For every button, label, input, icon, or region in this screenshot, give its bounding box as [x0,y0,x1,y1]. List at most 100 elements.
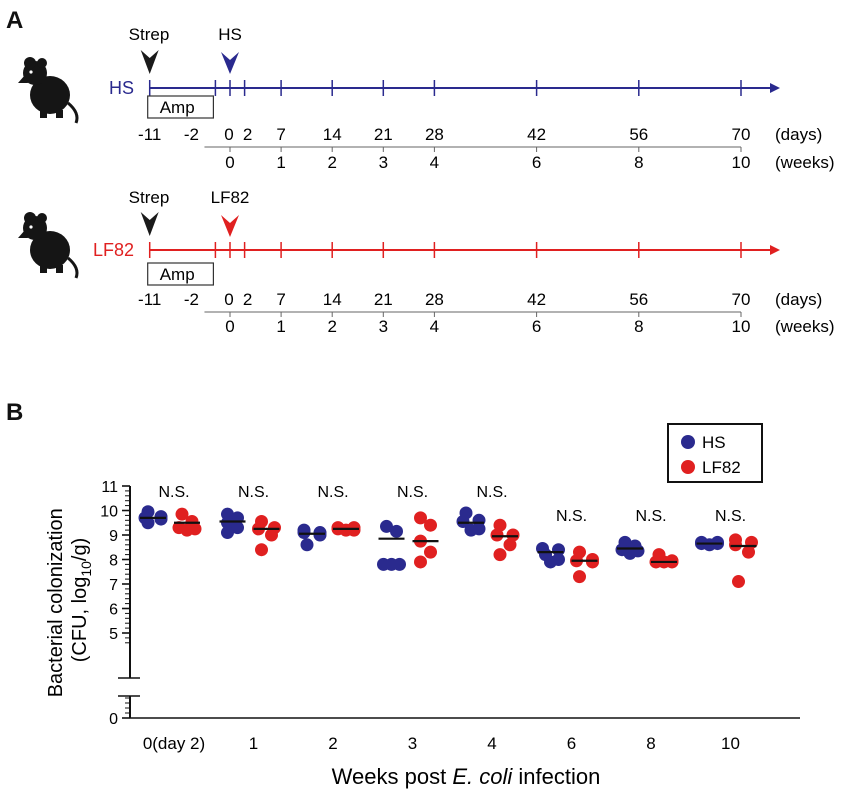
timeline-row-label: HS [109,78,134,98]
data-point-hs [390,524,403,538]
day-label: 14 [323,290,342,309]
infection-label: LF82 [211,188,250,207]
y-tick-label: 0 [109,711,118,728]
panel-label-a: A [6,7,23,34]
infection-arrow-icon [221,52,239,74]
week-label: 2 [327,153,336,172]
weeks-unit: (weeks) [775,153,835,172]
data-point-lf82 [175,507,189,521]
significance-label: N.S. [397,484,428,501]
data-point-lf82 [729,538,742,552]
day-label: 28 [425,290,444,309]
x-axis-label-italic: E. coli [452,764,513,789]
data-point-hs [141,516,155,530]
data-point-lf82 [339,523,353,537]
significance-label: N.S. [715,508,746,525]
strep-label: Strep [129,25,170,44]
y-tick-label: 5 [109,626,118,643]
week-label: 0 [225,153,234,172]
days-unit: (days) [775,125,822,144]
day-label: 42 [527,125,546,144]
days-unit: (days) [775,290,822,309]
timeline-ticks [148,80,742,96]
day-label: 21 [374,290,393,309]
x-tick-label: 8 [646,734,655,753]
day-label: 2 [243,125,252,144]
week-label: 8 [634,317,643,336]
amp-label: Amp [160,98,195,117]
week-label: 6 [532,153,541,172]
data-point-hs [544,555,557,569]
data-point-hs [300,538,314,552]
week-label: 3 [379,317,388,336]
strep-arrow-icon [140,212,159,236]
data-point-hs [313,528,327,542]
significance-label: N.S. [238,484,269,501]
colonization-chart: 0 5 6 7 8 9 10 11 Bacterial colonization (CFU, … [45,423,800,789]
x-tick-label: 3 [408,734,417,753]
week-label: 6 [532,317,541,336]
strep-arrow-icon [140,50,159,74]
infection-label: HS [218,25,242,44]
y-tick-label: 7 [109,577,118,594]
x-tick-label: 2 [328,734,337,753]
y-axis-label-line2: (CFU, log [69,577,91,663]
week-label: 0 [225,317,234,336]
day-labels: -11 -2 0 2 7 14 21 28 42 56 70 [138,290,750,309]
x-tick-label: 6 [567,734,576,753]
data-point-hs [380,519,393,533]
week-label: 2 [327,317,336,336]
data-point-lf82 [255,543,268,557]
infection-arrow-icon [221,215,239,237]
data-point-hs [456,515,470,529]
timeline-lf82: LF82 Strep LF82 Amp -11 -2 0 2 7 14 21 28 42 56 70… [16,188,835,336]
week-label: 4 [430,153,439,172]
mouse-icon [16,55,79,125]
significance-label: N.S. [317,484,348,501]
significance-label: N.S. [635,508,666,525]
data-point-lf82 [414,511,427,525]
data-point-lf82 [493,518,507,532]
median-lines [140,516,757,564]
day-label: 2 [243,290,252,309]
y-tick-label: 8 [109,553,118,570]
x-tick-label: 4 [487,734,496,753]
day-label: 0 [224,125,233,144]
y-axis-label-tail: /g) [69,538,91,561]
data-point-hs [297,526,311,540]
legend-marker-lf82 [681,460,695,474]
data-point-lf82 [490,528,504,542]
week-label: 1 [276,317,285,336]
day-label: -2 [184,290,199,309]
y-tick-label: 10 [100,504,118,521]
data-point-hs [231,521,244,535]
day-label: 70 [732,125,751,144]
week-label: 10 [732,317,751,336]
data-point-hs [623,546,637,560]
day-label: 28 [425,125,444,144]
legend: HS LF82 [667,423,763,483]
week-ticks [229,147,742,152]
x-tick-label: 0(day 2) [143,734,205,753]
data-point-lf82 [180,523,194,537]
legend-label-lf82: LF82 [702,458,741,477]
day-label: 70 [732,290,751,309]
legend-marker-hs [681,435,695,449]
amp-box [147,95,214,119]
data-point-hs [154,512,168,526]
y-tick-labels: 0 5 6 7 8 9 10 11 [100,479,118,728]
data-point-hs [703,538,716,552]
day-label: 21 [374,125,393,144]
y-tick-label: 11 [101,479,118,496]
data-point-lf82 [265,528,278,542]
day-label: -11 [138,290,161,309]
significance-labels: N.S. N.S. N.S. N.S. N.S. N.S. N.S. N.S. [158,484,746,525]
data-point-lf82 [573,570,586,584]
data-point-hs [464,523,478,537]
legend-label-hs: HS [702,433,726,452]
week-labels: 0 1 2 3 4 6 8 10 [225,317,750,336]
data-point-hs [221,526,234,540]
week-label: 1 [276,153,285,172]
data-point-lf82 [414,555,427,569]
y-axis-label-line1: Bacterial colonization [45,508,67,697]
